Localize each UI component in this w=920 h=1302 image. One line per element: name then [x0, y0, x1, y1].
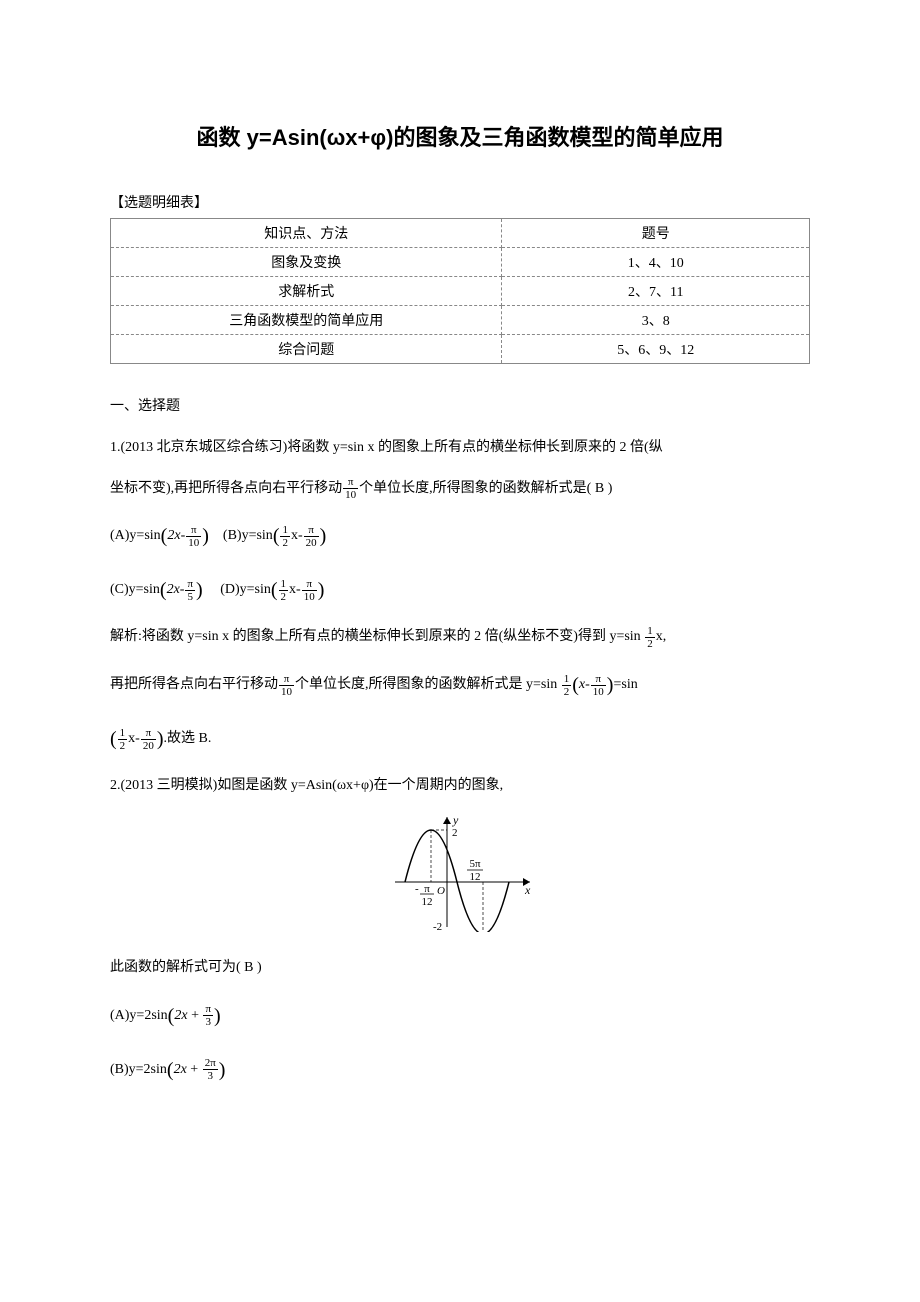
frac-half: 12: [561, 673, 573, 698]
q1-explain-2: 再把所得各点向右平行移动π10个单位长度,所得图象的函数解析式是 y=sin 1…: [110, 663, 810, 707]
q1-explain-1a: 解析:将函数 y=sin x 的图象上所有点的横坐标伸长到原来的 2 倍(纵坐标…: [110, 629, 644, 644]
q1-explain-3: (12x-π20).故选 B.: [110, 717, 810, 761]
q2-question-a: 此函数的解析式可为(: [110, 960, 244, 975]
q1-explain-2a: 再把所得各点向右平行移动: [110, 677, 278, 692]
q2-question-c: ): [254, 960, 262, 975]
xleft-den: 12: [422, 896, 433, 908]
meta-table: 知识点、方法 题号 图象及变换 1、4、10 求解析式 2、7、11 三角函数模…: [110, 218, 810, 364]
svg-text:x: x: [524, 883, 531, 897]
q2-diagram: y x O 2 -2 5π 12 - π 12: [110, 812, 810, 945]
frac-pi-10: π10: [278, 673, 295, 698]
subheader: 【选题明细表】: [110, 192, 810, 212]
table-row: 知识点、方法 题号: [111, 219, 810, 248]
xright-num: 5π: [469, 858, 481, 870]
q1-opt-c: (C)y=sin: [110, 583, 160, 598]
frac-pi-10: π10: [590, 673, 607, 698]
frac-pi-10: π10: [301, 578, 318, 603]
q2-opt-b: (B)y=2sin(2x + 2π3): [110, 1048, 810, 1092]
svg-text:y: y: [452, 813, 459, 827]
table-cell: 5、6、9、12: [502, 335, 810, 364]
table-header: 题号: [502, 219, 810, 248]
table-header: 知识点、方法: [111, 219, 502, 248]
q1-explain-3b: .故选 B.: [164, 731, 212, 746]
xleft-num: π: [424, 883, 430, 895]
q1-explain-1b: x,: [656, 629, 667, 644]
q1-stem-2c: ): [604, 481, 612, 496]
table-cell: 3、8: [502, 306, 810, 335]
document-page: 函数 y=Asin(ωx+φ)的图象及三角函数模型的简单应用 【选题明细表】 知…: [0, 0, 920, 1162]
q2-question: 此函数的解析式可为( B ): [110, 953, 810, 984]
frac-half: 12: [644, 625, 656, 650]
frac-half: 12: [117, 727, 129, 752]
q1-explain-2b: 个单位长度,所得图象的函数解析式是 y=sin: [295, 677, 561, 692]
frac-pi-10: π10: [185, 524, 202, 549]
table-cell: 求解析式: [111, 277, 502, 306]
q1-options-ab: (A)y=sin(2x-π10) (B)y=sin(12x-π20): [110, 514, 810, 558]
table-cell: 1、4、10: [502, 248, 810, 277]
frac-pi-20: π20: [303, 524, 320, 549]
q1-answer: B: [595, 481, 604, 496]
q1-explain-1: 解析:将函数 y=sin x 的图象上所有点的横坐标伸长到原来的 2 倍(纵坐标…: [110, 622, 810, 653]
q2-opt-a: (A)y=2sin(2x + π3): [110, 994, 810, 1038]
table-cell: 综合问题: [111, 335, 502, 364]
q1-opt-d: (D)y=sin: [220, 583, 271, 598]
q1-stem-2a: 坐标不变),再把所得各点向右平行移动: [110, 481, 342, 496]
ymax-label: 2: [452, 827, 458, 839]
table-cell: 图象及变换: [111, 248, 502, 277]
svg-text:O: O: [437, 885, 445, 897]
section-heading: 一、选择题: [110, 392, 810, 423]
sine-graph-icon: y x O 2 -2 5π 12 - π 12: [385, 812, 535, 932]
q2-answer: B: [244, 960, 253, 975]
frac-half: 12: [278, 578, 290, 603]
q1-stem-line2: 坐标不变),再把所得各点向右平行移动π10个单位长度,所得图象的函数解析式是( …: [110, 474, 810, 505]
table-cell: 三角函数模型的简单应用: [111, 306, 502, 335]
q1-stem: 1.(2013 北京东城区综合练习)将函数 y=sin x 的图象上所有点的横坐…: [110, 433, 810, 464]
frac-pi-10: π10: [342, 476, 359, 501]
frac-pi-20: π20: [140, 727, 157, 752]
q2-opt-a-label: (A)y=2sin: [110, 1008, 168, 1023]
q1-options-cd: (C)y=sin(2x-π5) (D)y=sin(12x-π10): [110, 568, 810, 612]
frac-2pi-3: 2π3: [202, 1057, 219, 1082]
q1-opt-b: (B)y=sin: [223, 529, 273, 544]
q1-explain-2c: =sin: [613, 677, 637, 692]
ymin-label: -2: [433, 921, 442, 932]
table-row: 求解析式 2、7、11: [111, 277, 810, 306]
q2-stem: 2.(2013 三明模拟)如图是函数 y=Asin(ωx+φ)在一个周期内的图象…: [110, 771, 810, 802]
xright-den: 12: [470, 871, 481, 883]
table-row: 综合问题 5、6、9、12: [111, 335, 810, 364]
page-title: 函数 y=Asin(ωx+φ)的图象及三角函数模型的简单应用: [110, 120, 810, 152]
table-row: 三角函数模型的简单应用 3、8: [111, 306, 810, 335]
table-cell: 2、7、11: [502, 277, 810, 306]
frac-pi-5: π5: [184, 578, 196, 603]
q2-opt-b-label: (B)y=2sin: [110, 1062, 167, 1077]
q1-opt-a: (A)y=sin: [110, 529, 161, 544]
q1-stem-2b: 个单位长度,所得图象的函数解析式是(: [359, 481, 595, 496]
table-row: 图象及变换 1、4、10: [111, 248, 810, 277]
frac-pi-3: π3: [202, 1003, 214, 1028]
svg-text:-: -: [415, 883, 419, 895]
q1-stem-line1: 1.(2013 北京东城区综合练习)将函数 y=sin x 的图象上所有点的横坐…: [110, 440, 663, 455]
frac-half: 12: [279, 524, 291, 549]
body-text: 一、选择题 1.(2013 北京东城区综合练习)将函数 y=sin x 的图象上…: [110, 392, 810, 1092]
